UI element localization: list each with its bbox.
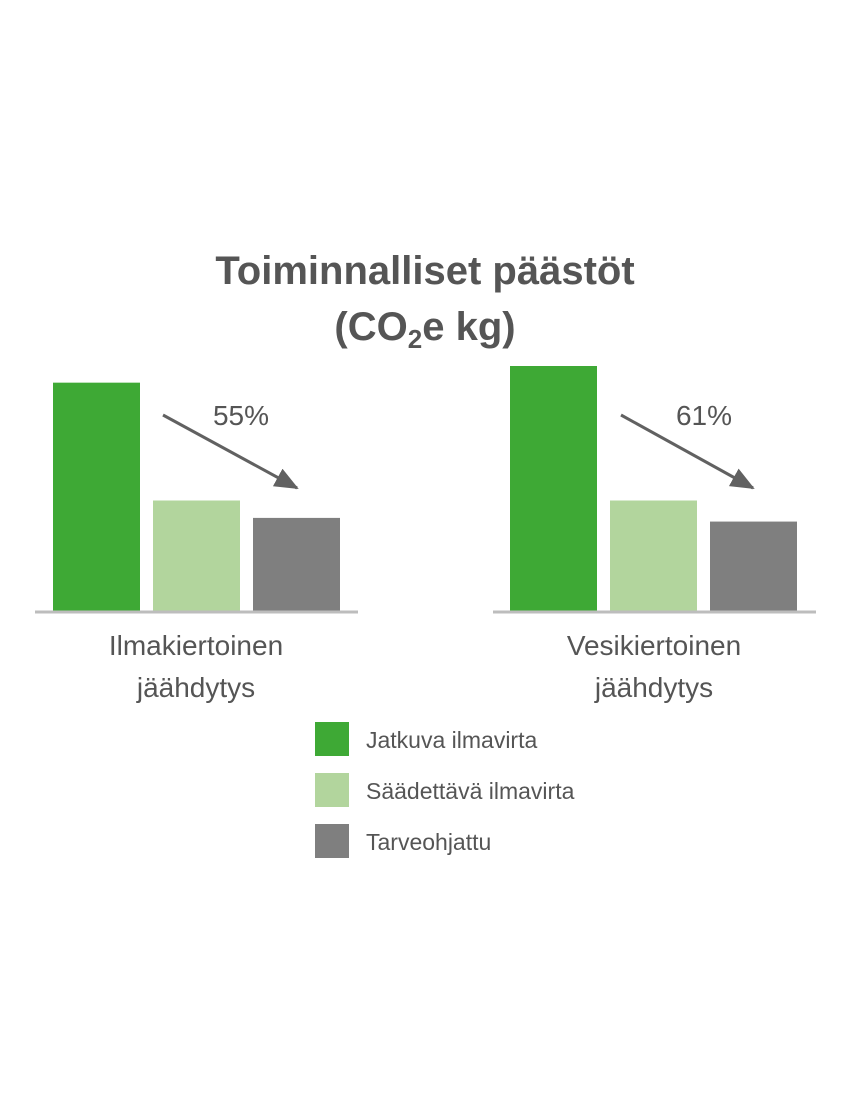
- bar-1-3: [253, 517, 340, 611]
- category-label-2-line-2: jäähdytys: [594, 672, 713, 703]
- legend-swatch-2: [315, 773, 349, 807]
- chart-title: Toiminnalliset päästöt: [215, 249, 634, 293]
- legend-label-1: Jatkuva ilmavirta: [366, 727, 537, 753]
- chart-subtitle: (CO2e kg): [334, 305, 515, 354]
- legend-swatch-3: [315, 824, 349, 858]
- bar-2-3: [710, 521, 797, 611]
- bar-1-2: [153, 500, 240, 611]
- bar-1-1: [53, 382, 140, 611]
- category-label-2-line-1: Vesikiertoinen: [567, 630, 741, 661]
- category-label-1-line-2: jäähdytys: [136, 672, 255, 703]
- reduction-label-1: 55%: [213, 400, 269, 431]
- legend-label-3: Tarveohjattu: [366, 829, 491, 855]
- subtitle-subscript: 2: [408, 324, 422, 354]
- reduction-label-2: 61%: [676, 400, 732, 431]
- category-label-1-line-1: Ilmakiertoinen: [109, 630, 283, 661]
- reduction-arrow-1: [162, 413, 299, 490]
- subtitle-prefix: (CO: [334, 305, 407, 349]
- legend-swatch-1: [315, 722, 349, 756]
- bar-2-1: [510, 366, 597, 611]
- subtitle-suffix: e kg): [422, 305, 515, 349]
- bar-2-2: [610, 500, 697, 611]
- reduction-arrow-2: [620, 413, 755, 490]
- legend-label-2: Säädettävä ilmavirta: [366, 778, 575, 804]
